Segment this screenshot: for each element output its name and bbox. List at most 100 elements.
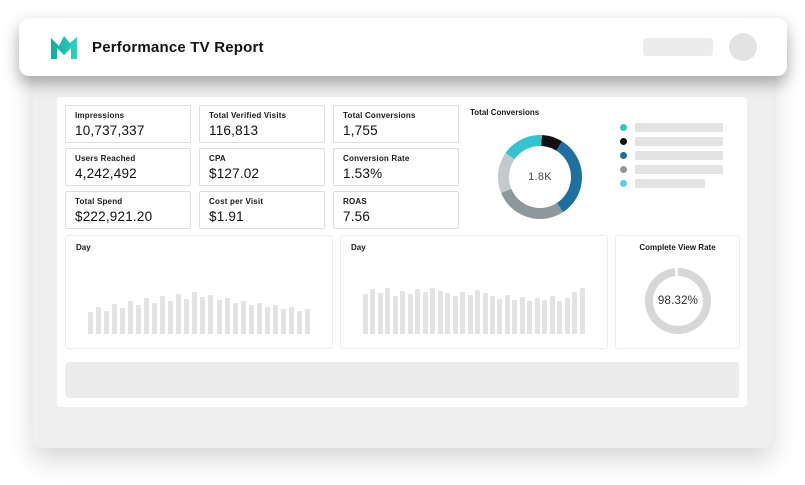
bar	[256, 303, 262, 334]
kpi-value: 7.56	[343, 209, 371, 224]
day-chart-panel-1: Day	[65, 235, 333, 349]
bar	[579, 288, 585, 334]
kpi-total-verified-visits: Total Verified Visits 116,813	[199, 105, 325, 143]
donut-legend	[620, 123, 723, 193]
kpi-total-spend: Total Spend $222,921.20	[65, 191, 191, 229]
legend-row	[620, 151, 723, 160]
bar	[385, 288, 391, 334]
kpi-roas: ROAS 7.56	[333, 191, 459, 229]
bar	[304, 309, 310, 334]
bar	[475, 290, 481, 334]
kpi-label: Impressions	[75, 111, 125, 120]
bar	[564, 298, 570, 334]
bar	[430, 288, 436, 334]
legend-row	[620, 165, 723, 174]
bar	[392, 296, 398, 334]
bar	[272, 305, 278, 334]
bar	[128, 301, 134, 334]
bar	[288, 307, 294, 334]
kpi-label: Cost per Visit	[209, 197, 264, 206]
avatar[interactable]	[729, 33, 757, 61]
bar	[176, 294, 182, 334]
report-card: Impressions 10,737,337 Total Verified Vi…	[57, 97, 747, 407]
bar	[415, 289, 421, 334]
bar	[497, 299, 503, 334]
mntn-logo-icon	[51, 36, 77, 59]
bar	[96, 307, 102, 334]
bar	[377, 293, 383, 334]
bar	[400, 291, 406, 334]
conversions-donut-center-label: 1.8K	[528, 171, 552, 183]
bar	[120, 308, 126, 334]
bar	[445, 293, 451, 334]
kpi-label: Total Spend	[75, 197, 123, 206]
bar	[519, 297, 525, 334]
bar	[512, 300, 518, 334]
bar	[407, 294, 413, 334]
bar	[296, 311, 302, 334]
conversions-donut: 1.8K	[498, 135, 582, 219]
conversions-donut-title: Total Conversions	[470, 108, 540, 117]
legend-row	[620, 179, 723, 188]
kpi-value: 1,755	[343, 123, 378, 138]
bar	[168, 301, 174, 334]
kpi-cpa: CPA $127.02	[199, 148, 325, 186]
legend-label-placeholder	[635, 151, 723, 160]
bar	[144, 298, 150, 334]
bar	[363, 294, 368, 334]
legend-row	[620, 123, 723, 132]
bar	[437, 291, 443, 334]
bar	[467, 295, 473, 334]
kpi-value: $1.91	[209, 209, 244, 224]
kpi-label: Conversion Rate	[343, 154, 410, 163]
legend-label-placeholder	[635, 179, 705, 188]
legend-dot	[620, 166, 627, 173]
bar	[248, 305, 254, 334]
bar	[192, 292, 198, 334]
complete-view-ring: 98.32%	[645, 268, 711, 334]
conversions-donut-hole: 1.8K	[509, 146, 571, 208]
kpi-total-conversions: Total Conversions 1,755	[333, 105, 459, 143]
day-chart-title: Day	[351, 243, 366, 252]
bar	[208, 295, 214, 334]
complete-view-value: 98.32%	[657, 295, 699, 307]
bar	[104, 311, 110, 334]
bar-chart	[363, 284, 585, 334]
legend-dot	[620, 152, 627, 159]
legend-dot	[620, 138, 627, 145]
complete-view-rate-panel: Complete View Rate 98.32%	[615, 235, 740, 349]
kpi-impressions: Impressions 10,737,337	[65, 105, 191, 143]
bar	[482, 293, 488, 334]
bar	[370, 289, 376, 334]
bar	[452, 296, 458, 334]
kpi-value: 116,813	[209, 123, 259, 138]
bar	[240, 301, 246, 334]
day-chart-panel-2: Day	[340, 235, 608, 349]
kpi-label: Users Reached	[75, 154, 136, 163]
kpi-label: Total Verified Visits	[209, 111, 287, 120]
legend-label-placeholder	[635, 137, 723, 146]
legend-dot	[620, 180, 627, 187]
bar	[557, 301, 563, 334]
bar	[542, 300, 548, 334]
bar-chart	[88, 284, 310, 334]
bar	[534, 298, 540, 334]
kpi-value: 10,737,337	[75, 123, 145, 138]
bar	[572, 292, 578, 334]
kpi-users-reached: Users Reached 4,242,492	[65, 148, 191, 186]
legend-label-placeholder	[635, 165, 723, 174]
bar	[280, 309, 286, 334]
bar	[136, 305, 142, 334]
bar	[504, 295, 510, 334]
bar	[160, 296, 166, 334]
kpi-grid: Impressions 10,737,337 Total Verified Vi…	[65, 105, 459, 229]
header-action-button[interactable]	[643, 38, 713, 56]
kpi-value: 4,242,492	[75, 166, 137, 181]
bar	[549, 296, 555, 334]
header-bar: Performance TV Report	[19, 18, 787, 76]
kpi-conversion-rate: Conversion Rate 1.53%	[333, 148, 459, 186]
bar	[184, 299, 190, 334]
bar	[200, 297, 206, 334]
kpi-label: CPA	[209, 154, 226, 163]
bar	[489, 296, 495, 334]
